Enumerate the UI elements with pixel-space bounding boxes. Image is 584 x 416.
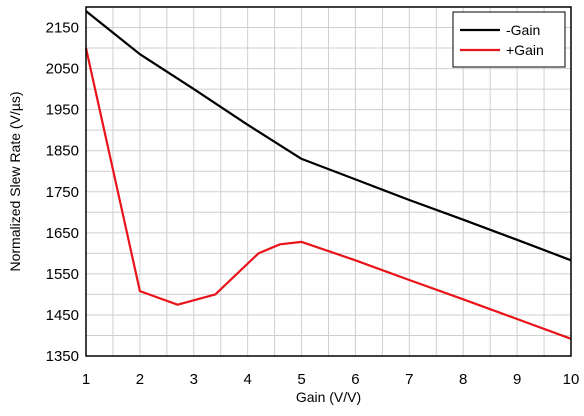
y-tick-label: 1750 xyxy=(46,184,79,201)
series-lines xyxy=(84,10,572,340)
x-tick-label: 1 xyxy=(82,371,90,388)
x-tick-label: 9 xyxy=(513,371,521,388)
x-tick-label: 7 xyxy=(405,371,413,388)
x-tick-label: 6 xyxy=(351,371,359,388)
y-tick-label: 2150 xyxy=(46,20,79,37)
y-tick-label: 2050 xyxy=(46,61,79,78)
y-tick-label: 1950 xyxy=(46,102,79,119)
y-tick-label: 1650 xyxy=(46,225,79,242)
plot-frame xyxy=(85,6,572,357)
legend-label-pos-gain: +Gain xyxy=(506,42,544,58)
x-tick-label: 8 xyxy=(459,371,467,388)
legend: -Gain +Gain xyxy=(452,11,566,68)
x-tick-label: 3 xyxy=(190,371,198,388)
y-tick-label: 1450 xyxy=(46,307,79,324)
series-line-neg-gain xyxy=(85,10,572,262)
legend-label-neg-gain: -Gain xyxy=(506,22,540,38)
x-tick-label: 4 xyxy=(243,371,251,388)
y-tick-labels: 1350 1450 1550 1650 1750 1850 1950 2050 2150 xyxy=(46,20,79,365)
y-tick-label: 1350 xyxy=(46,348,79,365)
legend-box xyxy=(452,11,566,68)
x-tick-label: 10 xyxy=(563,371,580,388)
y-axis-label: Normalized Slew Rate (V/µs) xyxy=(7,91,23,271)
grid xyxy=(86,7,571,356)
y-tick-label: 1850 xyxy=(46,143,79,160)
x-axis-label: Gain (V/V) xyxy=(296,389,361,405)
y-tick-label: 1550 xyxy=(46,266,79,283)
x-tick-label: 5 xyxy=(297,371,305,388)
x-tick-label: 2 xyxy=(136,371,144,388)
x-tick-labels: 1 2 3 4 5 6 7 8 9 10 xyxy=(82,371,580,388)
series-line-pos-gain xyxy=(84,47,572,340)
